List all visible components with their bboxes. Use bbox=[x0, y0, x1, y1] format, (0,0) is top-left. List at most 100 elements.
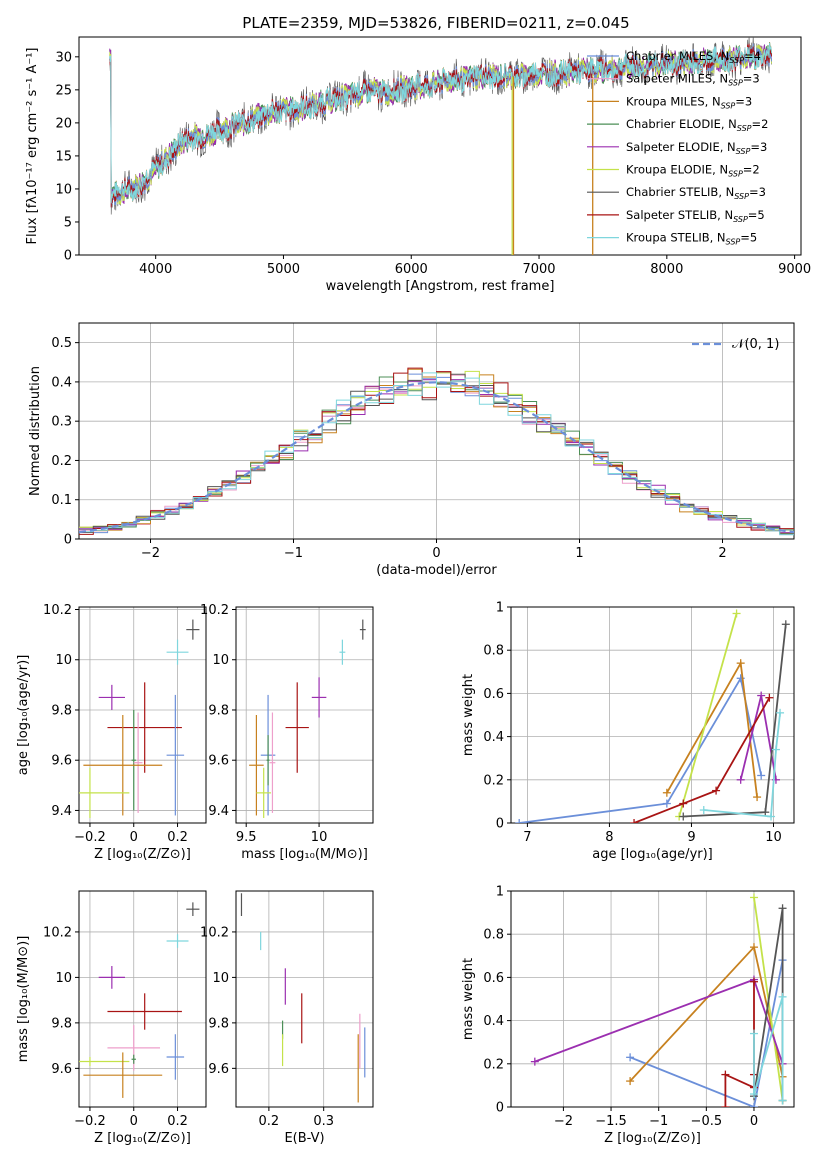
x-tick-label: 0.2 bbox=[167, 830, 188, 845]
errorbar-point bbox=[133, 712, 143, 813]
x-tick-label: 0 bbox=[130, 830, 138, 845]
x-axis-label: (data-model)/error bbox=[376, 563, 497, 578]
legend-series-name: Kroupa ELODIE bbox=[626, 163, 712, 177]
legend-nssp-prefix: , N bbox=[718, 185, 734, 199]
x-tick-label: −0.5 bbox=[691, 1114, 723, 1129]
y-tick-label: 9.6 bbox=[51, 754, 72, 769]
panel-mass-vs-EBV: 0.2 0.3 9.6 9.8 10 10.2 E(B-V) bbox=[200, 890, 374, 1146]
legend-nssp-value: =4 bbox=[744, 49, 761, 63]
axes-frame bbox=[78, 36, 802, 256]
weight-line bbox=[683, 624, 787, 818]
legend-entry: Kroupa STELIB, NSSP=5 bbox=[626, 231, 757, 247]
y-tick-label: 10 bbox=[55, 182, 72, 197]
legend-entry: Chabrier ELODIE, NSSP=2 bbox=[626, 117, 768, 133]
legend-subscript: SSP bbox=[728, 170, 743, 179]
x-tick-label: 8 bbox=[605, 830, 613, 845]
y-tick-label: 10 bbox=[55, 653, 72, 668]
y-tick-label: 10 bbox=[212, 653, 229, 668]
errorbar-point bbox=[249, 715, 264, 816]
weight-series bbox=[662, 659, 762, 802]
weight-series bbox=[721, 977, 758, 1107]
legend-nssp-value: =3 bbox=[749, 185, 766, 199]
legend-nssp-value: =3 bbox=[743, 72, 760, 86]
x-axis-label: mass [log₁₀(M/M⊙)] bbox=[241, 847, 368, 862]
y-tick-label: 20 bbox=[55, 116, 72, 131]
y-tick-label: 1 bbox=[496, 885, 504, 900]
panel-mass-vs-Z: −0.2 0 0.2 9.6 9.8 10 10.2 Z [log₁₀(Z/Z⊙)] mass … bbox=[16, 890, 207, 1146]
y-tick-label: 0.8 bbox=[483, 644, 504, 659]
x-tick-label: 9.5 bbox=[236, 830, 257, 845]
spectrum-line-kroupa-stelib bbox=[109, 42, 773, 204]
legend-subscript: SSP bbox=[726, 238, 741, 247]
y-tick-label: 9.8 bbox=[208, 703, 229, 718]
errorbar-point bbox=[107, 682, 182, 773]
y-tick-label: 0 bbox=[64, 249, 72, 264]
x-axis-label: E(B-V) bbox=[284, 1131, 324, 1146]
normal-reference-curve bbox=[79, 381, 794, 534]
panel-age-vs-Z: −0.2 0 0.2 9.4 9.6 9.8 10 10.2 Z [log₁₀(Z/Z⊙)] ag… bbox=[16, 603, 207, 862]
x-tick-label: 10 bbox=[311, 830, 328, 845]
legend-entry: Chabrier MILES, NSSP=4 bbox=[626, 49, 761, 65]
errorbar-point bbox=[256, 767, 271, 818]
y-tick-label: 25 bbox=[55, 83, 72, 98]
x-tick-label: 0.2 bbox=[167, 1114, 188, 1129]
y-tick-label: 10 bbox=[212, 971, 229, 986]
x-tick-label: −2 bbox=[141, 546, 160, 561]
x-tick-label: 7 bbox=[523, 830, 531, 845]
axes-frame bbox=[510, 890, 795, 1108]
histogram-kroupa-stelib bbox=[79, 372, 794, 536]
errorbar-point bbox=[186, 619, 200, 640]
x-tick-label: −2 bbox=[554, 1114, 573, 1129]
errorbar-point bbox=[311, 677, 327, 718]
y-tick-label: 9.6 bbox=[208, 1062, 229, 1077]
legend-series-name: Chabrier STELIB bbox=[626, 185, 718, 199]
y-tick-label: 0.8 bbox=[483, 928, 504, 943]
legend-nssp-prefix: , N bbox=[720, 140, 736, 154]
panel-age-vs-mass: 9.5 10 9.4 9.6 9.8 10 10.2 mass [log₁₀(M/M⊙)] bbox=[200, 603, 374, 862]
y-tick-label: 9.8 bbox=[51, 703, 72, 718]
weight-line bbox=[703, 712, 781, 818]
panel-massweight-vs-Z: −2 −1.5 −1 −0.5 0 0 0.2 0.4 0.6 0.8 1 Z [log₁₀(Z/Z⊙… bbox=[461, 885, 795, 1146]
legend-entry: Chabrier STELIB, NSSP=3 bbox=[626, 185, 766, 201]
y-tick-label: 9.8 bbox=[208, 1016, 229, 1031]
weight-line bbox=[678, 613, 738, 817]
legend-nssp-prefix: , N bbox=[712, 72, 728, 86]
x-axis-label: Z [log₁₀(Z/Z⊙)] bbox=[94, 1131, 191, 1146]
weight-line bbox=[753, 996, 784, 1101]
y-tick-label: 0.6 bbox=[483, 687, 504, 702]
panel-massweight-vs-age: 7 8 9 10 0 0.2 0.4 0.6 0.8 1 age [log₁₀(age/yr)] ma… bbox=[461, 601, 795, 862]
y-tick-label: 9.4 bbox=[51, 804, 72, 819]
errorbar-point bbox=[79, 1056, 130, 1067]
x-axis-label: wavelength [Angstrom, rest frame] bbox=[326, 279, 555, 294]
y-tick-label: 15 bbox=[55, 149, 72, 164]
y-tick-label: 10.2 bbox=[43, 925, 72, 940]
y-tick-label: 1 bbox=[496, 601, 504, 616]
legend-nssp-value: =2 bbox=[743, 163, 760, 177]
y-tick-label: 10.2 bbox=[43, 603, 72, 618]
weight-line bbox=[666, 660, 758, 798]
y-tick-label: 0.2 bbox=[483, 773, 504, 788]
x-tick-label: 0 bbox=[750, 1114, 758, 1129]
axes-frame bbox=[78, 890, 207, 1108]
y-tick-label: 9.8 bbox=[51, 1016, 72, 1031]
y-tick-label: 0 bbox=[496, 1101, 504, 1116]
y-tick-label: 0.4 bbox=[483, 730, 504, 745]
errorbar-point bbox=[266, 735, 270, 786]
x-tick-label: 9000 bbox=[778, 262, 811, 277]
x-tick-label: 10 bbox=[765, 830, 782, 845]
errorbar-point bbox=[285, 682, 309, 773]
y-tick-label: 10.2 bbox=[200, 603, 229, 618]
weight-line bbox=[633, 697, 771, 823]
weight-series bbox=[630, 693, 774, 823]
x-tick-label: 8000 bbox=[650, 262, 683, 277]
legend-entry: Salpeter STELIB, NSSP=5 bbox=[626, 208, 765, 224]
legend-nssp-prefix: , N bbox=[710, 231, 726, 245]
legend-series-name: Salpeter ELODIE bbox=[626, 140, 720, 154]
spectrum-line-salpeter-stelib bbox=[109, 43, 773, 208]
axes-frame bbox=[235, 890, 374, 1108]
x-axis-label: Z [log₁₀(Z/Z⊙)] bbox=[604, 1131, 701, 1146]
y-tick-label: 0.5 bbox=[51, 336, 72, 351]
legend-subscript: SSP bbox=[733, 215, 748, 224]
y-tick-label: 9.6 bbox=[208, 754, 229, 769]
legend-nssp-value: =5 bbox=[748, 208, 765, 222]
